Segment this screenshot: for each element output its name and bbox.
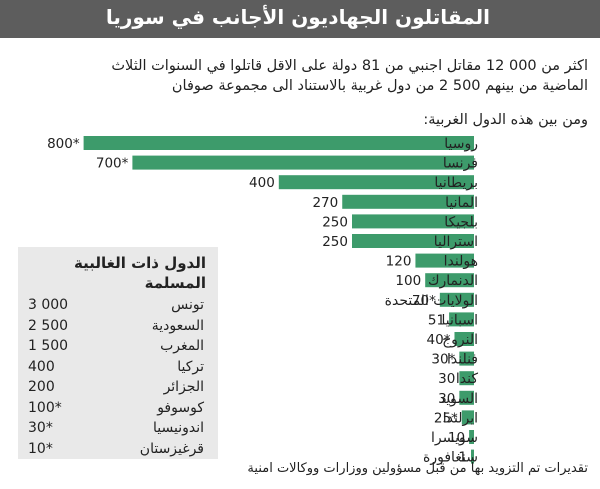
muslim-country-value: 2 500 [28, 317, 69, 334]
muslim-country-value: 10* [28, 440, 53, 457]
muslim-country-value: 100* [28, 399, 62, 416]
category-label-14: ايرلندا [443, 410, 478, 426]
muslim-majority-box: الدول ذات الغالبية المسلمة تونس 3 000 السع… [18, 247, 218, 459]
value-label-8: 70* [412, 293, 436, 309]
value-label-16: 1 [458, 450, 467, 466]
intro-line-2: الماضية من بينهم 500 2 من دول غربية بالا… [171, 78, 588, 94]
category-label-8: الولايات المتحدة [385, 293, 478, 309]
muslim-country-name: الجزائر [163, 379, 204, 395]
category-label-13: السويد [439, 391, 478, 407]
category-label-6: هولندا [444, 254, 478, 270]
category-label-7: الدنمارك [428, 273, 478, 289]
value-label-7: 100 [395, 273, 421, 289]
bar-4 [352, 214, 474, 229]
header-banner: المقاتلون الجهاديون الأجانب في سوريا [0, 0, 600, 38]
bar-3 [342, 194, 474, 209]
category-label-12: كندا [456, 371, 478, 387]
bar-9 [449, 312, 474, 327]
muslim-country-name: قرغيزستان [139, 440, 204, 457]
bar-13 [459, 390, 474, 405]
bar-10 [454, 332, 474, 346]
bar-11 [459, 351, 474, 366]
value-label-15: 10 [448, 430, 465, 446]
muslim-country-row: تونس 3 000 [28, 297, 204, 317]
bar-12 [459, 371, 474, 386]
muslim-country-value: 200 [28, 379, 55, 395]
bar-8 [439, 292, 474, 307]
muslim-country-name: كوسوفو [157, 399, 204, 416]
muslim-country-name: المغرب [160, 338, 204, 354]
value-label-2: 400 [249, 175, 275, 191]
bar-6 [415, 253, 474, 268]
category-label-16: سنغافورة [423, 450, 478, 466]
bar-7 [425, 273, 474, 288]
muslim-country-row: كوسوفو 100* [28, 400, 204, 420]
category-label-2: بريطانيا [434, 175, 478, 191]
chart-subtitle: ومن بين هذه الدول الغربية: [423, 112, 588, 128]
bar-5 [352, 234, 474, 248]
muslim-country-name: السعودية [151, 317, 204, 334]
footer-note: تقديرات تم التزويد بها من قبل مسؤولين وو… [247, 461, 588, 476]
category-label-5: استراليا [434, 234, 478, 250]
muslim-country-row: تركيا 400 [28, 359, 204, 379]
category-label-10: النروج [442, 332, 478, 348]
muslim-country-name: اندونيسيا [153, 420, 204, 436]
value-label-5: 250 [322, 234, 348, 250]
category-label-11: فنلندا [447, 352, 478, 368]
value-label-0: 800* [47, 136, 80, 152]
value-label-9: 51 [428, 312, 445, 328]
bar-15 [469, 430, 474, 444]
category-label-1: فرنسا [443, 156, 478, 172]
category-label-0: روسيا [444, 136, 478, 152]
category-label-15: سويسرا [431, 430, 478, 446]
category-label-9: اسبانيا [442, 312, 479, 328]
page-title: المقاتلون الجهاديون الأجانب في سوريا [105, 5, 490, 29]
value-label-13: 30 [438, 391, 455, 407]
category-label-4: بلجيكا [444, 214, 478, 230]
muslim-country-value: 1 500 [28, 338, 69, 354]
value-label-1: 700* [96, 156, 129, 172]
muslim-country-name: تونس [171, 297, 204, 313]
muslim-country-row: المغرب 1 500 [28, 338, 204, 358]
value-label-10: 40* [427, 332, 451, 348]
value-label-4: 250 [322, 214, 348, 230]
bar-0 [83, 136, 474, 150]
intro-text: اكثر من 000 12 مقاتل اجنبي من 81 دولة عل… [28, 56, 588, 96]
bar-1 [132, 155, 474, 170]
value-label-3: 270 [312, 195, 338, 211]
muslim-country-value: 30* [28, 420, 53, 436]
bar-16 [471, 449, 474, 464]
value-label-6: 120 [386, 254, 412, 270]
muslim-country-value: 400 [28, 358, 55, 375]
intro-line-1: اكثر من 000 12 مقاتل اجنبي من 81 دولة عل… [111, 58, 588, 74]
value-label-14: 25* [434, 410, 458, 426]
muslim-country-row: الجزائر 200 [28, 379, 204, 399]
muslim-country-name: تركيا [177, 358, 204, 375]
muslim-majority-title: الدول ذات الغالبية المسلمة [74, 254, 206, 292]
value-label-12: 30 [438, 371, 455, 387]
muslim-country-row: السعودية 2 500 [28, 318, 204, 338]
bar-2 [278, 175, 474, 190]
value-label-11: 30* [431, 352, 455, 368]
muslim-country-row: اندونيسيا 30* [28, 420, 204, 440]
category-label-3: المانيا [445, 195, 478, 211]
muslim-country-row: قرغيزستان 10* [28, 441, 204, 461]
muslim-country-value: 3 000 [28, 297, 69, 313]
bar-14 [461, 410, 474, 425]
